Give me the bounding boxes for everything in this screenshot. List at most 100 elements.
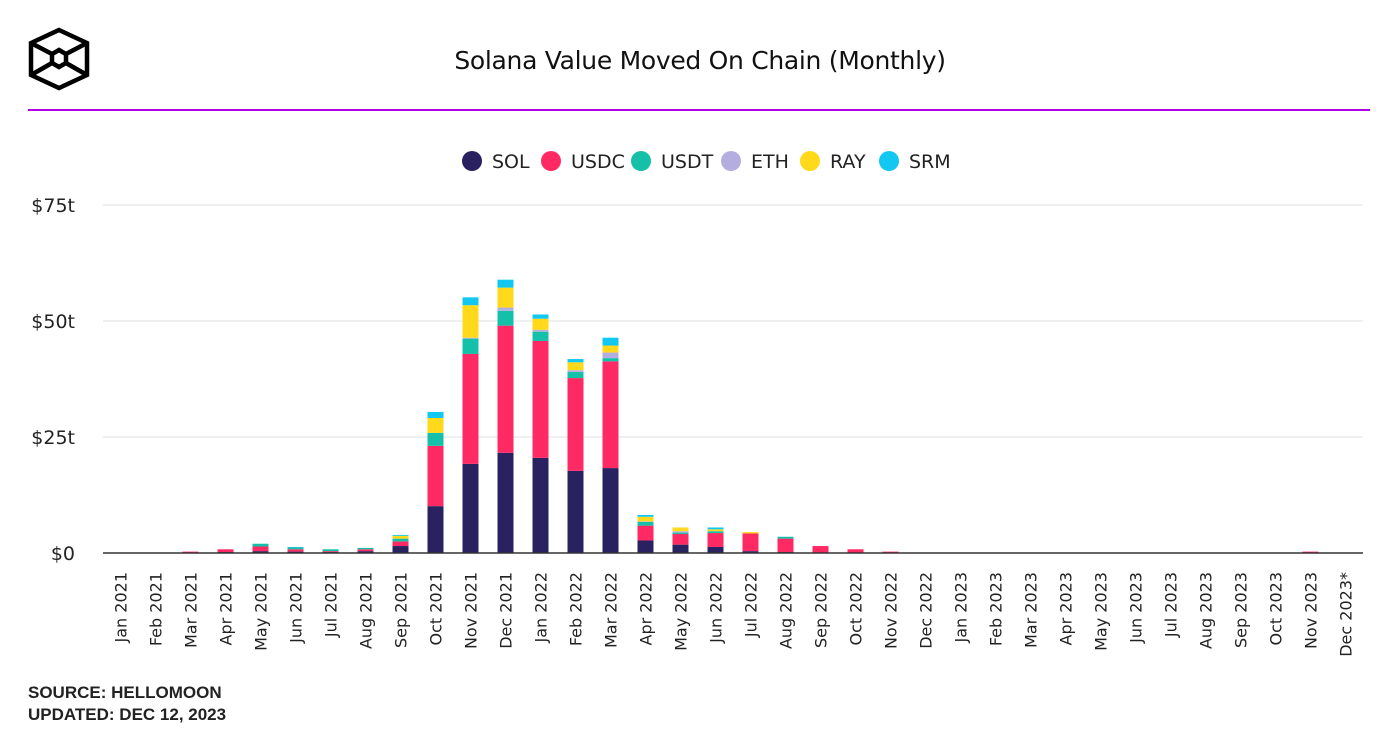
- x-tick-label: Sep 2023: [1232, 572, 1251, 648]
- bar-segment-usdc: [672, 533, 689, 545]
- bar-segment-usdt: [497, 310, 514, 326]
- x-tick-label: Oct 2023: [1267, 572, 1286, 645]
- x-tick-label: Dec 2021: [497, 572, 516, 649]
- x-tick-label: Jun 2023: [1127, 572, 1146, 644]
- bar-segment-usdc: [427, 445, 444, 507]
- bar-segment-usdt: [777, 536, 794, 539]
- bar-segment-usdc: [637, 525, 654, 541]
- source-label: SOURCE: HELLOMOON: [28, 683, 222, 702]
- bar-segment-usdt: [672, 532, 689, 534]
- updated-label: UPDATED: DEC 12, 2023: [28, 705, 227, 724]
- bar-segment-srm: [427, 411, 444, 418]
- bar-segment-usdt: [322, 549, 339, 552]
- x-tick-label: Jun 2021: [287, 572, 306, 644]
- legend-marker-eth: [721, 151, 741, 171]
- bar-segment-sol: [602, 468, 619, 553]
- bar-segment-usdc: [252, 546, 269, 552]
- bar-segment-usdt: [287, 547, 304, 550]
- x-tick-label: May 2022: [672, 572, 691, 651]
- legend-marker-srm: [879, 151, 899, 171]
- legend-label: RAY: [830, 151, 866, 173]
- x-tick-label: Oct 2022: [847, 572, 866, 645]
- bar-segment-usdt: [427, 432, 444, 446]
- legend-marker-ray: [800, 151, 820, 171]
- x-tick-label: Aug 2023: [1197, 572, 1216, 649]
- bar-segment-ray: [637, 516, 654, 522]
- bar-segment-usdc: [567, 378, 584, 471]
- x-tick-label: May 2023: [1092, 572, 1111, 651]
- x-tick-label: Jul 2021: [322, 572, 341, 638]
- legend-label: USDT: [661, 151, 714, 173]
- x-tick-label: Sep 2022: [812, 572, 831, 648]
- bar-segment-usdc: [497, 325, 514, 453]
- x-tick-label: Oct 2021: [427, 572, 446, 645]
- bar-segment-eth: [672, 531, 689, 533]
- bar-segment-srm: [392, 534, 409, 536]
- y-tick-label: $50t: [31, 311, 75, 333]
- bar-segment-ray: [462, 305, 479, 338]
- x-tick-label: Sep 2021: [392, 572, 411, 648]
- x-tick-label: Dec 2023*: [1337, 572, 1356, 657]
- bar-segment-eth: [567, 370, 584, 373]
- bar-segment-usdc: [847, 549, 864, 553]
- bar-segment-usdc: [322, 551, 339, 553]
- x-tick-label: Feb 2021: [147, 572, 166, 646]
- bar-segment-usdt: [532, 331, 549, 341]
- bar-segment-sol: [567, 470, 584, 553]
- bar-segment-usdt: [252, 543, 269, 547]
- bar-segment-sol: [742, 551, 759, 553]
- x-tick-label: Mar 2022: [602, 572, 621, 648]
- x-tick-label: Apr 2021: [217, 572, 236, 645]
- bar-segment-usdc: [812, 546, 829, 553]
- stacked-bar-chart: $0 $25t $50t $75t Jan 2021 Feb 2021 Mar 2021 Ap…: [31, 151, 1363, 657]
- legend-marker-usdc: [541, 151, 561, 171]
- bar-segment-sol: [462, 463, 479, 553]
- bar-segment-usdt: [602, 358, 619, 362]
- bar-segment-ray: [392, 535, 409, 539]
- bar-segment-usdt: [567, 372, 584, 379]
- x-tick-label: Mar 2023: [1022, 572, 1041, 648]
- bar-segment-sol: [637, 540, 654, 553]
- bar-segment-srm: [462, 297, 479, 306]
- bar-segment-sol: [392, 546, 409, 553]
- bar-segment-usdc: [217, 549, 234, 553]
- legend-label: SOL: [492, 151, 530, 173]
- bar-segment-srm: [532, 314, 549, 319]
- bar-segment-eth: [532, 329, 549, 332]
- bar-segment-ray: [427, 417, 444, 433]
- bar-segment-sol: [252, 551, 269, 553]
- x-tick-label: Nov 2023: [1302, 572, 1321, 649]
- bar-segment-eth: [497, 307, 514, 311]
- x-tick-label: Jan 2023: [952, 572, 971, 643]
- bar-segment-usdt: [707, 531, 724, 534]
- bar-segment-srm: [637, 514, 654, 517]
- bar-segment-sol: [497, 452, 514, 553]
- x-tick-label: Jul 2023: [1162, 572, 1181, 638]
- legend-label: USDC: [571, 151, 625, 173]
- x-tick-label: Jul 2022: [742, 572, 761, 638]
- bar-segment-srm: [707, 527, 724, 530]
- legend-label: ETH: [751, 151, 789, 173]
- bar-segment-sol: [357, 551, 374, 553]
- x-tick-label: Aug 2022: [777, 572, 796, 649]
- bar-segment-usdc: [182, 551, 199, 553]
- bar-segment-usdc: [602, 361, 619, 469]
- bar-segment-ray: [532, 318, 549, 330]
- bar-segment-usdc: [287, 549, 304, 552]
- x-tick-label: Dec 2022: [917, 572, 936, 649]
- y-tick-label: $0: [51, 543, 75, 565]
- header-divider: [28, 109, 1370, 111]
- bar-segment-sol: [427, 506, 444, 553]
- y-tick-label: $25t: [31, 427, 75, 449]
- bar-segment-ray: [567, 362, 584, 371]
- bar-segment-usdt: [637, 521, 654, 526]
- bar-segment-sol: [707, 546, 724, 553]
- x-tick-label: Mar 2021: [182, 572, 201, 648]
- bar-segment-usdc: [532, 340, 549, 458]
- x-tick-label: Apr 2023: [1057, 572, 1076, 645]
- bar-segment-ray: [707, 529, 724, 532]
- bar-segment-usdc: [1302, 551, 1319, 553]
- x-tick-label: Feb 2022: [567, 572, 586, 646]
- bar-segment-ray: [742, 532, 759, 534]
- bar-segment-ray: [672, 527, 689, 532]
